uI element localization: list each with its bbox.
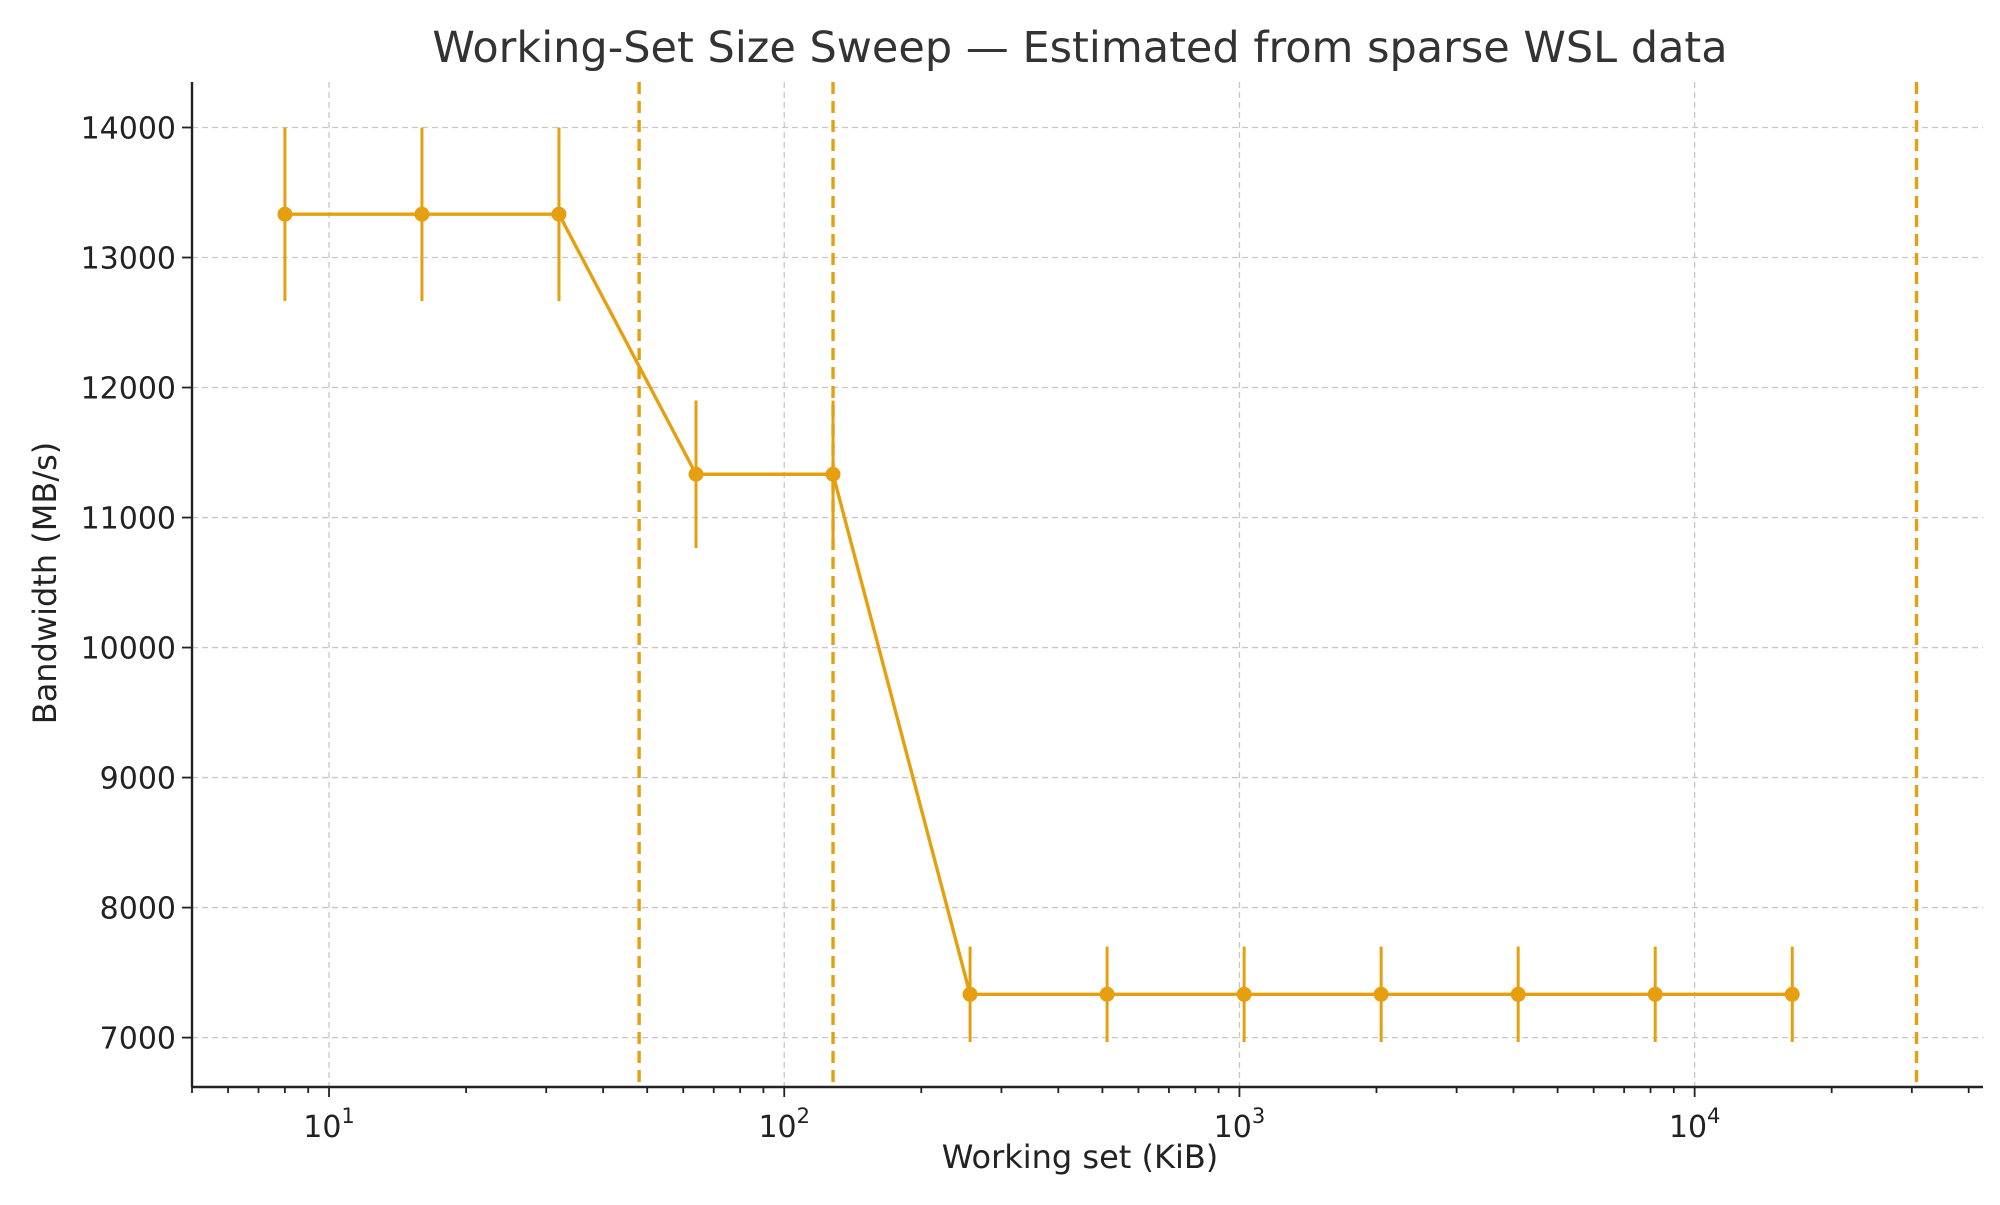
x-tick-label: 102 [758, 1104, 810, 1145]
axes: 7000 8000 9000 10000 11000 12000 13000 14000 101… [81, 82, 1983, 1145]
y-tick-label: 11000 [81, 502, 176, 537]
data-point [277, 206, 293, 222]
y-tick-label: 13000 [81, 242, 176, 277]
data-point [1236, 986, 1252, 1002]
reference-lines [637, 82, 1919, 1087]
y-tick-label: 8000 [100, 892, 176, 927]
chart-title: Working-Set Size Sweep — Estimated from … [432, 23, 1727, 73]
y-tick-label: 9000 [100, 762, 176, 797]
data-point [1510, 986, 1526, 1002]
series-line [284, 212, 1793, 996]
y-tick-label: 14000 [81, 112, 176, 147]
y-tick-label: 10000 [81, 632, 176, 667]
grid-lines [192, 82, 1983, 1087]
y-tick-label: 7000 [100, 1022, 176, 1057]
data-point [1784, 986, 1800, 1002]
x-tick-label: 101 [303, 1104, 355, 1145]
x-tick-label: 104 [1669, 1104, 1721, 1145]
data-point [1099, 986, 1115, 1002]
data-point [962, 986, 978, 1002]
data-point [688, 466, 704, 482]
data-point [414, 206, 430, 222]
y-tick-label: 12000 [81, 372, 176, 407]
y-axis-label: Bandwidth (MB/s) [26, 442, 64, 725]
data-point [1373, 986, 1389, 1002]
data-point [1647, 986, 1663, 1002]
data-point [825, 466, 841, 482]
x-axis-label: Working set (KiB) [942, 1138, 1219, 1176]
x-tick-label: 103 [1214, 1104, 1266, 1145]
series [277, 127, 1800, 1043]
data-point [551, 206, 567, 222]
